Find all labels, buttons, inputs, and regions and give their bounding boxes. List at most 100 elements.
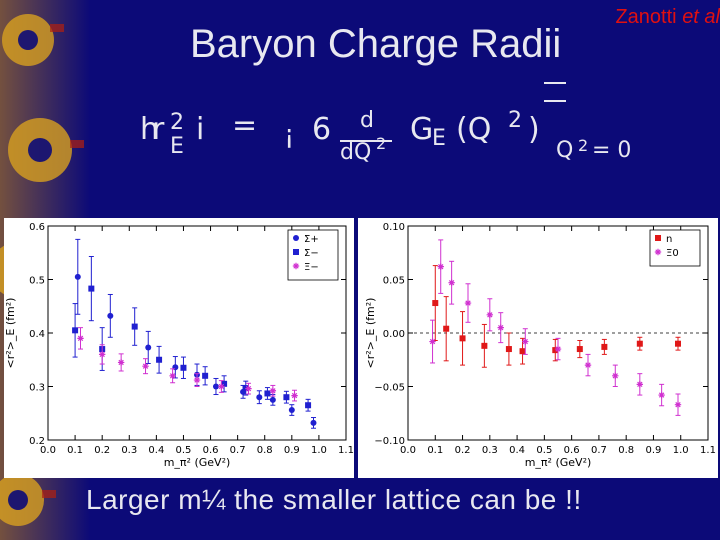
x-tick-label: 0.3 (482, 445, 498, 456)
formula-ge: G (410, 112, 434, 147)
x-tick-label: 0.1 (427, 445, 443, 456)
formula-frac-den-sup: 2 (376, 134, 387, 153)
x-tick-label: 1.0 (673, 445, 689, 456)
x-tick-label: 0.9 (646, 445, 662, 456)
x-tick-label: 1.1 (700, 445, 716, 456)
formula-overbar (544, 100, 566, 102)
formula-eval-eq: = 0 (592, 138, 632, 163)
data-point (72, 327, 79, 334)
formula-frac-den: dQ (340, 140, 372, 165)
slide-footer: Larger m¼ the smaller lattice can be !! (86, 484, 582, 515)
legend-label: Σ− (304, 248, 319, 259)
data-point (519, 348, 526, 355)
data-point (245, 385, 252, 392)
data-point (74, 273, 81, 280)
data-point (636, 381, 644, 388)
data-point (291, 392, 298, 399)
chart-right-svg: 0.0 0.1 0.2 0.3 0.4 0.5 0.6 0.7 0.8 0.9 1.0 1.1 −0.1… (364, 222, 716, 469)
data-point (156, 356, 163, 363)
data-point (432, 300, 439, 307)
data-point (429, 338, 436, 345)
data-point (305, 402, 312, 409)
x-tick-label: 0.1 (67, 445, 83, 456)
legend-marker (293, 235, 299, 241)
legend-label: Ξ0 (666, 248, 679, 259)
formula-lhs-sup: 2 (170, 110, 184, 135)
y-axis-label: <r²>_E (fm²) (4, 298, 17, 369)
data-point (576, 346, 583, 353)
data-point (256, 394, 263, 401)
data-point (180, 364, 187, 371)
data-point (269, 396, 276, 403)
x-tick-label: 0.6 (203, 445, 219, 456)
legend-label: Ξ− (304, 262, 319, 273)
formula-lhs-r: r (152, 112, 165, 147)
x-tick-label: 0.3 (121, 445, 137, 456)
formula-overbar-top (544, 82, 566, 84)
y-tick-label: 0.00 (383, 329, 405, 340)
data-point (145, 344, 152, 351)
data-point (505, 346, 512, 353)
data-point (221, 380, 228, 387)
y-tick-label: 0.5 (29, 276, 45, 287)
data-point (264, 390, 271, 397)
formula-equals: = (232, 108, 258, 143)
data-point (169, 372, 176, 379)
data-point (310, 419, 317, 426)
x-tick-label: 0.2 (94, 445, 110, 456)
data-point (497, 324, 504, 331)
data-point (554, 345, 562, 353)
data-point (269, 387, 277, 394)
data-point (437, 263, 444, 270)
legend-label: n (666, 234, 672, 245)
x-tick-label: 0.0 (400, 445, 416, 456)
data-point (98, 351, 106, 358)
legend-marker (293, 249, 299, 255)
formula-eval-sup: 2 (578, 136, 589, 155)
x-tick-label: 0.5 (536, 445, 552, 456)
credit-name: Zanotti (615, 6, 677, 28)
y-tick-label: 0.05 (383, 276, 405, 287)
author-credit: Zanotti et al (615, 6, 720, 29)
y-tick-label: 0.2 (29, 436, 45, 447)
formula-lhs-sub: E (170, 134, 184, 159)
formula-ge-sub: E (432, 126, 446, 151)
data-point (131, 323, 138, 330)
data-point (601, 343, 608, 350)
slide-title: Baryon Charge Radii (190, 22, 562, 66)
data-point (522, 338, 529, 345)
data-point (117, 359, 125, 366)
data-point (443, 325, 450, 332)
y-tick-label: −0.05 (374, 383, 405, 394)
formula-lhs-h: h (140, 112, 160, 147)
x-tick-label: 1.0 (311, 445, 327, 456)
data-point (675, 340, 681, 347)
data-point (88, 285, 95, 292)
x-tick-label: 0.9 (284, 445, 300, 456)
x-tick-label: 1.1 (338, 445, 354, 456)
chart-left-svg: 0.0 0.1 0.2 0.3 0.4 0.5 0.6 0.7 0.8 0.9 1.0 1.1 0.2 0… (4, 222, 354, 469)
data-point (674, 401, 682, 408)
data-point (636, 340, 643, 347)
formula-paren-open: (Q (456, 112, 492, 147)
formula-frac-num: d (360, 108, 374, 133)
y-tick-label: 0.6 (29, 222, 45, 233)
formula-minus: ¡ (284, 120, 295, 150)
formula-paren-close: ) (528, 112, 540, 147)
x-axis-label: m_π² (GeV²) (164, 456, 231, 469)
x-tick-label: 0.8 (618, 445, 634, 456)
x-tick-label: 0.0 (40, 445, 56, 456)
credit-etal: et al (682, 6, 720, 28)
formula-eval-q: Q (556, 138, 574, 163)
data-point (107, 312, 114, 319)
data-point (283, 394, 290, 401)
x-tick-label: 0.7 (230, 445, 246, 456)
data-point (481, 342, 488, 349)
legend-marker (654, 248, 662, 256)
y-tick-label: 0.3 (29, 383, 45, 394)
formula-lhs-close: i (196, 112, 205, 147)
data-point (77, 335, 84, 342)
data-point (212, 383, 219, 390)
legend-marker (655, 235, 661, 241)
data-point (486, 311, 494, 319)
